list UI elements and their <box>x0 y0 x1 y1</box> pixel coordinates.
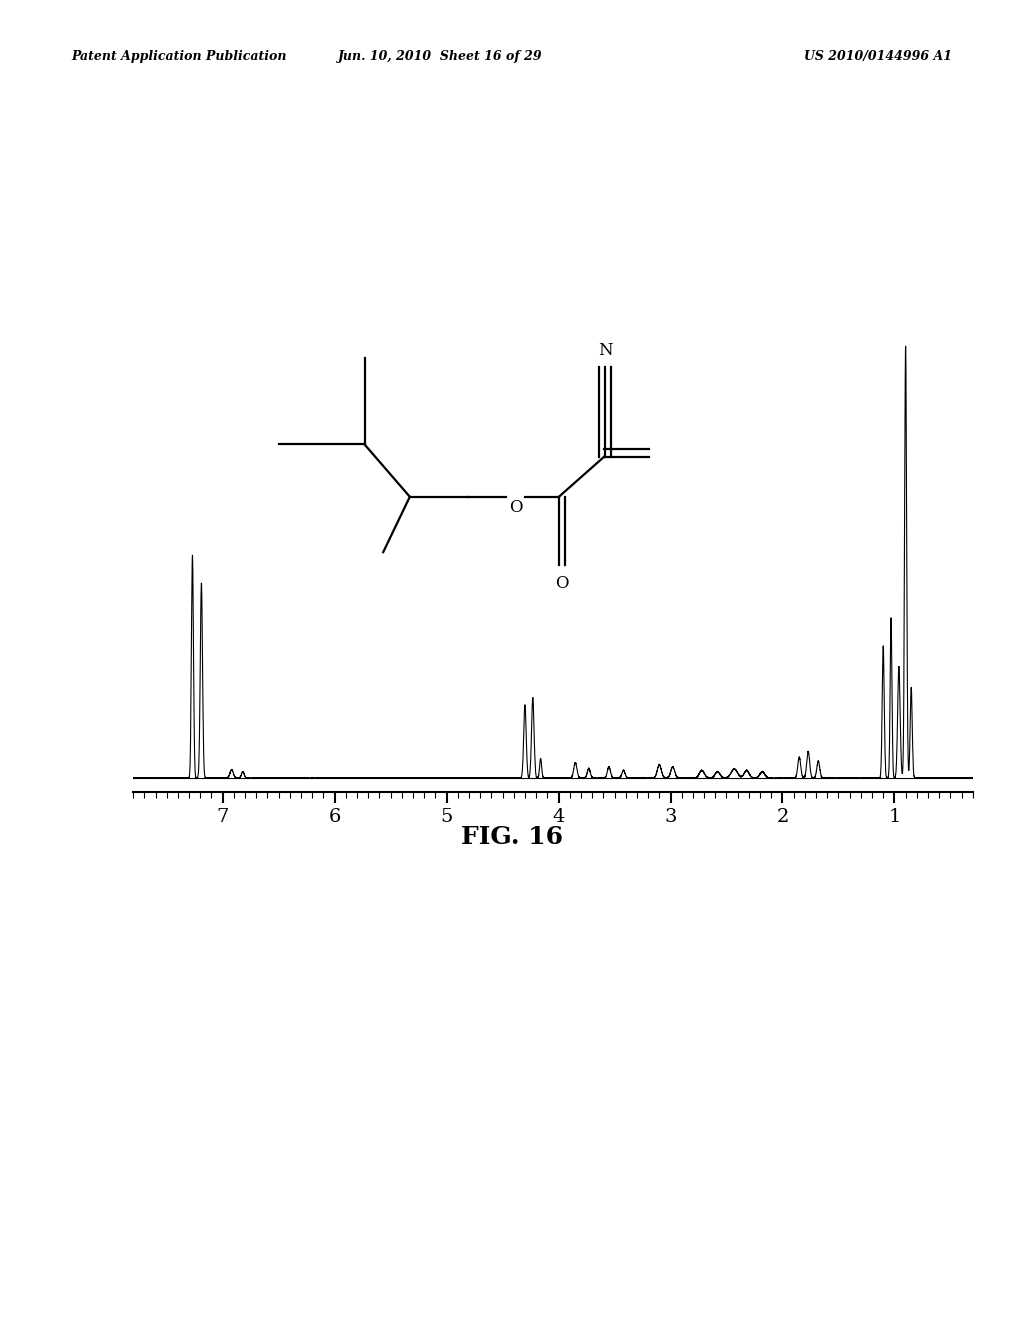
Text: FIG. 16: FIG. 16 <box>461 825 563 849</box>
Text: Jun. 10, 2010  Sheet 16 of 29: Jun. 10, 2010 Sheet 16 of 29 <box>338 50 543 63</box>
Text: O: O <box>555 574 569 591</box>
Text: US 2010/0144996 A1: US 2010/0144996 A1 <box>804 50 952 63</box>
Text: O: O <box>510 499 523 516</box>
Text: Patent Application Publication: Patent Application Publication <box>72 50 287 63</box>
Text: N: N <box>598 342 612 359</box>
